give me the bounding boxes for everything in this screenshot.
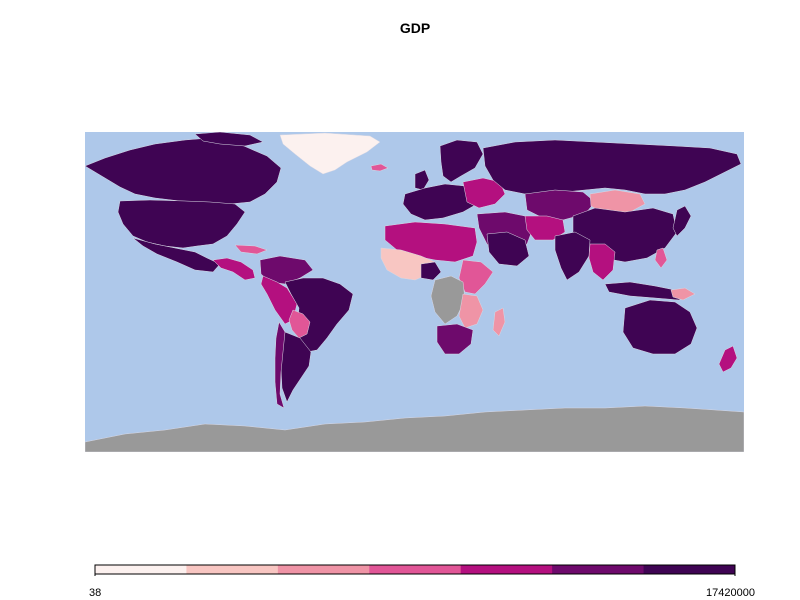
region-central-africa <box>430 275 466 325</box>
legend-swatch <box>460 565 553 574</box>
legend-max-label: 17420000 <box>706 587 755 599</box>
legend-swatch <box>95 565 187 574</box>
world-map-svg <box>85 132 744 452</box>
legend-swatch <box>552 565 645 574</box>
region-russia <box>482 139 742 195</box>
region-caribbean <box>234 244 268 255</box>
region-japan <box>672 205 692 237</box>
region-new-zealand <box>718 345 738 373</box>
region-australia <box>622 299 698 355</box>
region-png <box>670 287 696 301</box>
region-madagascar <box>492 307 506 337</box>
region-central-america <box>212 257 256 281</box>
legend-swatch <box>186 565 279 574</box>
region-philippines <box>654 247 668 269</box>
region-southeast-asia <box>588 243 616 281</box>
region-western-europe <box>402 183 481 221</box>
map-title: GDP <box>399 20 431 36</box>
region-uk <box>414 169 430 191</box>
region-usa <box>117 199 246 249</box>
region-tanzania <box>458 293 484 329</box>
world-map <box>85 132 744 452</box>
legend-bar <box>94 564 736 576</box>
region-arabia <box>486 231 530 267</box>
region-eastern-europe <box>462 177 506 209</box>
legend-min-label: 38 <box>89 587 102 599</box>
region-arctic-islands <box>194 132 264 147</box>
region-canada <box>85 137 282 205</box>
region-mongolia <box>589 189 646 215</box>
legend-swatch <box>277 565 370 574</box>
legend-swatch <box>369 565 462 574</box>
region-greenland <box>279 132 381 175</box>
legend-frame <box>94 564 736 575</box>
region-antarctica <box>85 405 744 452</box>
region-chile <box>274 321 286 409</box>
region-nigeria <box>420 261 442 281</box>
legend-swatch <box>643 565 736 574</box>
color-legend <box>94 563 736 593</box>
region-peru <box>260 275 298 325</box>
region-southern-africa <box>436 323 474 355</box>
region-mexico <box>132 237 221 273</box>
region-india <box>554 231 591 281</box>
region-scandinavia <box>439 139 484 183</box>
region-iceland <box>370 163 389 172</box>
region-bolivia <box>288 309 311 339</box>
